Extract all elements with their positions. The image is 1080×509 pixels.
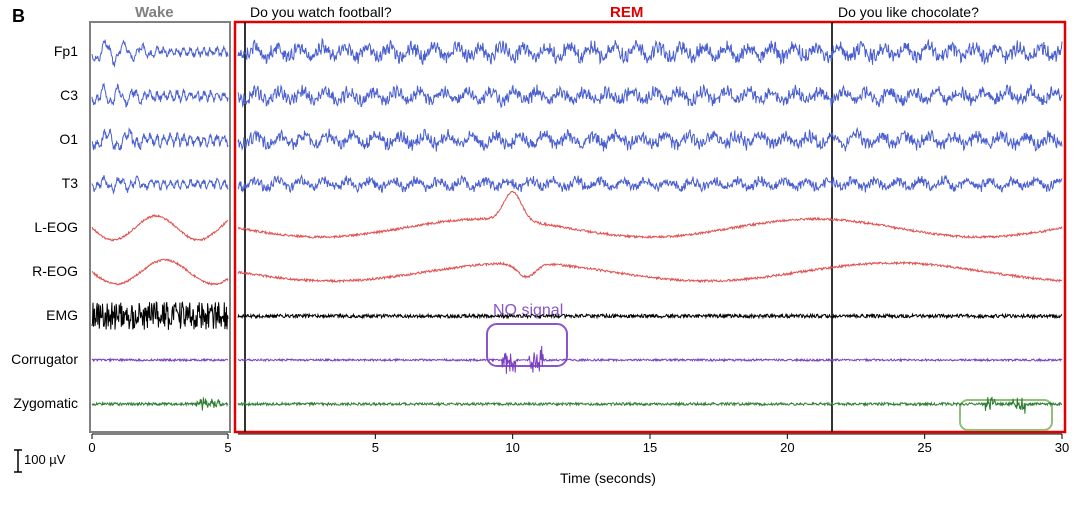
chart-svg — [0, 0, 1080, 509]
